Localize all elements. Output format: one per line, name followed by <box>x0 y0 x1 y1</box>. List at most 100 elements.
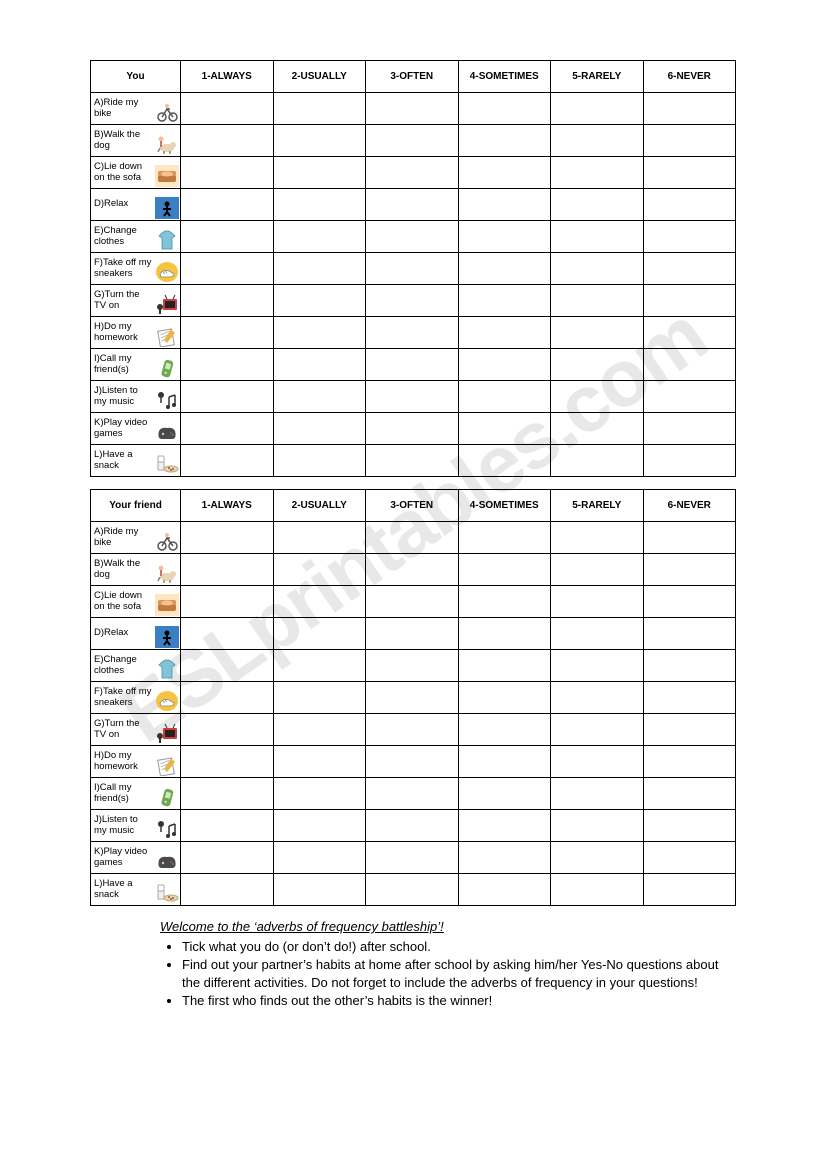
grid-cell[interactable] <box>181 253 274 285</box>
grid-cell[interactable] <box>643 778 736 810</box>
grid-cell[interactable] <box>458 413 551 445</box>
grid-cell[interactable] <box>181 522 274 554</box>
grid-cell[interactable] <box>366 93 459 125</box>
grid-cell[interactable] <box>273 317 366 349</box>
grid-cell[interactable] <box>551 253 644 285</box>
grid-cell[interactable] <box>458 381 551 413</box>
grid-cell[interactable] <box>366 778 459 810</box>
grid-cell[interactable] <box>273 778 366 810</box>
grid-cell[interactable] <box>366 349 459 381</box>
grid-cell[interactable] <box>273 522 366 554</box>
grid-cell[interactable] <box>551 221 644 253</box>
grid-cell[interactable] <box>458 317 551 349</box>
grid-cell[interactable] <box>643 413 736 445</box>
grid-cell[interactable] <box>551 522 644 554</box>
grid-cell[interactable] <box>458 285 551 317</box>
grid-cell[interactable] <box>181 381 274 413</box>
grid-cell[interactable] <box>458 125 551 157</box>
grid-cell[interactable] <box>458 586 551 618</box>
grid-cell[interactable] <box>273 650 366 682</box>
grid-cell[interactable] <box>181 317 274 349</box>
grid-cell[interactable] <box>366 285 459 317</box>
grid-cell[interactable] <box>273 682 366 714</box>
grid-cell[interactable] <box>181 93 274 125</box>
grid-cell[interactable] <box>551 714 644 746</box>
grid-cell[interactable] <box>643 650 736 682</box>
grid-cell[interactable] <box>643 682 736 714</box>
grid-cell[interactable] <box>273 381 366 413</box>
grid-cell[interactable] <box>181 810 274 842</box>
grid-cell[interactable] <box>273 285 366 317</box>
grid-cell[interactable] <box>366 714 459 746</box>
grid-cell[interactable] <box>551 125 644 157</box>
grid-cell[interactable] <box>551 554 644 586</box>
grid-cell[interactable] <box>273 874 366 906</box>
grid-cell[interactable] <box>366 253 459 285</box>
grid-cell[interactable] <box>273 157 366 189</box>
grid-cell[interactable] <box>181 746 274 778</box>
grid-cell[interactable] <box>458 349 551 381</box>
grid-cell[interactable] <box>366 554 459 586</box>
grid-cell[interactable] <box>458 157 551 189</box>
grid-cell[interactable] <box>551 285 644 317</box>
grid-cell[interactable] <box>643 522 736 554</box>
grid-cell[interactable] <box>181 650 274 682</box>
grid-cell[interactable] <box>181 285 274 317</box>
grid-cell[interactable] <box>551 682 644 714</box>
grid-cell[interactable] <box>458 189 551 221</box>
grid-cell[interactable] <box>643 445 736 477</box>
grid-cell[interactable] <box>366 618 459 650</box>
grid-cell[interactable] <box>366 317 459 349</box>
grid-cell[interactable] <box>273 445 366 477</box>
grid-cell[interactable] <box>551 189 644 221</box>
grid-cell[interactable] <box>181 618 274 650</box>
grid-cell[interactable] <box>181 778 274 810</box>
grid-cell[interactable] <box>643 189 736 221</box>
grid-cell[interactable] <box>181 189 274 221</box>
grid-cell[interactable] <box>273 714 366 746</box>
grid-cell[interactable] <box>643 554 736 586</box>
grid-cell[interactable] <box>551 778 644 810</box>
grid-cell[interactable] <box>366 522 459 554</box>
grid-cell[interactable] <box>181 349 274 381</box>
grid-cell[interactable] <box>551 842 644 874</box>
grid-cell[interactable] <box>643 381 736 413</box>
grid-cell[interactable] <box>643 317 736 349</box>
grid-cell[interactable] <box>273 746 366 778</box>
grid-cell[interactable] <box>366 413 459 445</box>
grid-cell[interactable] <box>366 125 459 157</box>
grid-cell[interactable] <box>273 413 366 445</box>
grid-cell[interactable] <box>458 874 551 906</box>
grid-cell[interactable] <box>181 125 274 157</box>
grid-cell[interactable] <box>181 221 274 253</box>
grid-cell[interactable] <box>181 842 274 874</box>
grid-cell[interactable] <box>458 93 551 125</box>
grid-cell[interactable] <box>458 618 551 650</box>
grid-cell[interactable] <box>181 874 274 906</box>
grid-cell[interactable] <box>551 874 644 906</box>
grid-cell[interactable] <box>458 778 551 810</box>
grid-cell[interactable] <box>458 445 551 477</box>
grid-cell[interactable] <box>273 253 366 285</box>
grid-cell[interactable] <box>551 413 644 445</box>
grid-cell[interactable] <box>273 618 366 650</box>
grid-cell[interactable] <box>181 413 274 445</box>
grid-cell[interactable] <box>273 349 366 381</box>
grid-cell[interactable] <box>366 381 459 413</box>
grid-cell[interactable] <box>551 93 644 125</box>
grid-cell[interactable] <box>643 285 736 317</box>
grid-cell[interactable] <box>366 842 459 874</box>
grid-cell[interactable] <box>643 586 736 618</box>
grid-cell[interactable] <box>551 157 644 189</box>
grid-cell[interactable] <box>458 650 551 682</box>
grid-cell[interactable] <box>458 746 551 778</box>
grid-cell[interactable] <box>643 253 736 285</box>
grid-cell[interactable] <box>643 221 736 253</box>
grid-cell[interactable] <box>551 445 644 477</box>
grid-cell[interactable] <box>458 253 551 285</box>
grid-cell[interactable] <box>366 810 459 842</box>
grid-cell[interactable] <box>366 650 459 682</box>
grid-cell[interactable] <box>643 93 736 125</box>
grid-cell[interactable] <box>366 746 459 778</box>
grid-cell[interactable] <box>181 157 274 189</box>
